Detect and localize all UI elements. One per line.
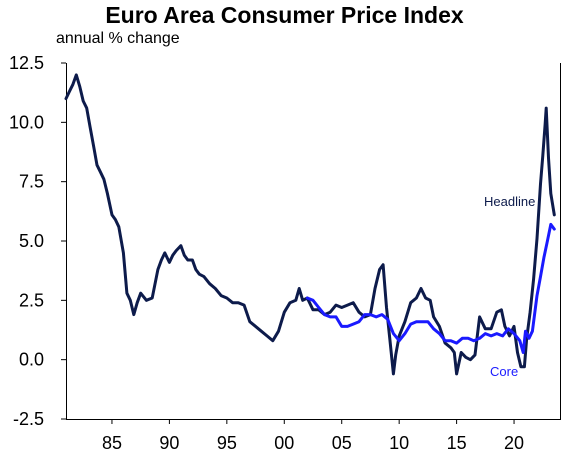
core-label: Core — [490, 364, 518, 379]
y-tick-label: 0.0 — [19, 350, 44, 370]
series-line-core — [305, 222, 556, 354]
y-tick-label: 5.0 — [19, 231, 44, 251]
series-line-headline — [64, 73, 556, 376]
x-tick-label: 85 — [102, 433, 122, 453]
x-tick-label: 20 — [504, 433, 524, 453]
headline-label: Headline — [484, 194, 535, 209]
chart-title: Euro Area Consumer Price Index — [105, 2, 464, 28]
x-tick-label: 10 — [389, 433, 409, 453]
x-tick-label: 90 — [159, 433, 179, 453]
x-tick-label: 95 — [217, 433, 237, 453]
x-tick-label: 05 — [332, 433, 352, 453]
x-tick-label: 00 — [274, 433, 294, 453]
y-tick-label: 2.5 — [19, 290, 44, 310]
y-tick-label: 10.0 — [9, 112, 44, 132]
y-tick-label: 7.5 — [19, 172, 44, 192]
chart-subtitle: annual % change — [56, 30, 180, 47]
y-tick-label: -2.5 — [13, 409, 44, 429]
y-tick-label: 12.5 — [9, 53, 44, 73]
x-tick-label: 15 — [447, 433, 467, 453]
